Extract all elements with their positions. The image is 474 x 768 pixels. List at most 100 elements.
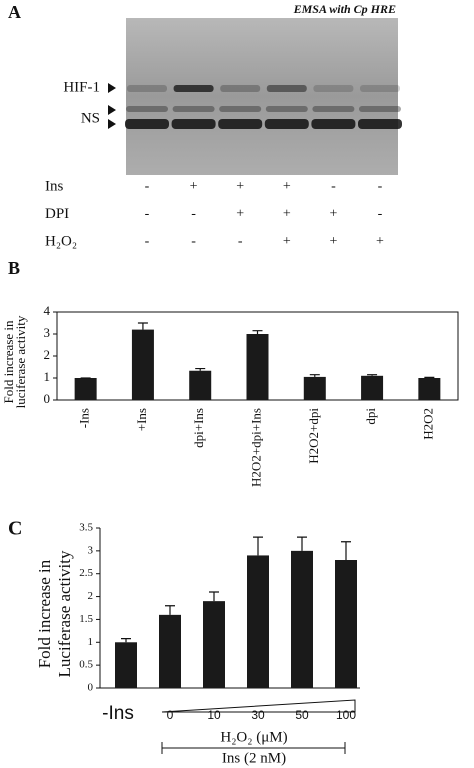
band bbox=[266, 85, 307, 92]
error-bar bbox=[309, 374, 320, 377]
sign: - bbox=[145, 179, 150, 194]
band bbox=[311, 119, 356, 129]
row-label: Ins bbox=[45, 178, 63, 194]
band bbox=[220, 85, 261, 92]
y-tick-label: 1 bbox=[44, 369, 51, 384]
bar bbox=[303, 376, 326, 400]
x-tick-label: dpi+Ins bbox=[191, 408, 206, 448]
sign: + bbox=[190, 179, 198, 194]
row-label: H₂O₂ bbox=[45, 233, 77, 249]
x-tick-label: 100 bbox=[336, 708, 356, 722]
sign: + bbox=[236, 207, 244, 222]
error-bar bbox=[137, 322, 148, 330]
band bbox=[173, 85, 214, 92]
panel-label: A bbox=[8, 2, 21, 22]
bar bbox=[246, 334, 269, 400]
concentration-wedge bbox=[161, 699, 356, 713]
bar bbox=[361, 375, 384, 400]
band bbox=[265, 106, 308, 112]
sign: + bbox=[329, 207, 337, 222]
y-tick-label: 2 bbox=[44, 347, 51, 362]
error-bar bbox=[297, 536, 307, 551]
band bbox=[312, 106, 355, 112]
bar bbox=[74, 378, 97, 400]
sign: - bbox=[145, 234, 150, 249]
y-tick-label: 4 bbox=[44, 303, 51, 318]
sign: + bbox=[236, 179, 244, 194]
error-bar bbox=[253, 536, 263, 556]
panel-label: C bbox=[8, 518, 22, 540]
sign: + bbox=[283, 234, 291, 249]
sign: + bbox=[283, 207, 291, 222]
x-axis-label: H₂O₂ (μM) bbox=[220, 729, 287, 745]
y-tick-label: 3.5 bbox=[79, 522, 93, 534]
row-label: DPI bbox=[45, 206, 69, 222]
band-label: NS bbox=[81, 110, 100, 126]
bar bbox=[159, 614, 181, 688]
band bbox=[359, 106, 401, 112]
y-tick-label: 3 bbox=[44, 325, 51, 340]
gel bbox=[126, 18, 398, 175]
bracket bbox=[161, 742, 346, 754]
x-tick-label: -Ins bbox=[102, 703, 134, 724]
error-bar bbox=[424, 376, 435, 378]
bar bbox=[291, 550, 313, 688]
bar bbox=[203, 601, 225, 688]
y-tick-label: 1.5 bbox=[79, 613, 93, 625]
y-axis-label: Fold increase in bbox=[1, 320, 16, 404]
y-tick-label: 2 bbox=[88, 590, 94, 602]
sign: - bbox=[191, 207, 196, 222]
gel-lanes bbox=[125, 85, 402, 129]
sign: - bbox=[331, 179, 336, 194]
band-label: HIF-1 bbox=[63, 79, 100, 95]
x-tick-label: +Ins bbox=[134, 408, 149, 431]
band-arrows bbox=[108, 83, 116, 129]
band bbox=[172, 106, 215, 112]
sign: + bbox=[283, 179, 291, 194]
y-tick-label: 0 bbox=[44, 391, 51, 406]
x-axis-label: Ins (2 nM) bbox=[222, 750, 286, 766]
bar bbox=[418, 378, 441, 400]
bar bbox=[189, 370, 212, 400]
x-tick-label: 30 bbox=[251, 708, 265, 722]
x-tick-label: 50 bbox=[295, 708, 309, 722]
error-bar bbox=[367, 374, 378, 376]
bar bbox=[247, 555, 269, 688]
error-bar bbox=[341, 541, 351, 560]
band bbox=[171, 119, 216, 129]
sign: - bbox=[378, 179, 383, 194]
error-bar bbox=[165, 605, 175, 615]
y-tick-label: 2.5 bbox=[79, 567, 93, 579]
sign: - bbox=[238, 234, 243, 249]
error-bar bbox=[209, 591, 219, 602]
band bbox=[127, 85, 167, 92]
bar bbox=[131, 329, 154, 400]
band bbox=[218, 119, 263, 129]
band bbox=[264, 119, 309, 129]
bar bbox=[335, 560, 357, 688]
y-tick-label: 1 bbox=[88, 636, 94, 648]
x-tick-label: H2O2+dpi+Ins bbox=[248, 408, 263, 487]
bar bbox=[115, 642, 137, 688]
band bbox=[125, 119, 169, 129]
x-tick-label: dpi bbox=[363, 408, 378, 425]
sign: - bbox=[145, 207, 150, 222]
sign: + bbox=[329, 234, 337, 249]
sign: + bbox=[376, 234, 384, 249]
gel-title: EMSA with Cp HRE bbox=[293, 2, 396, 16]
panel-label: B bbox=[8, 258, 20, 278]
band bbox=[219, 106, 262, 112]
band bbox=[358, 119, 402, 129]
x-tick-label: H2O2 bbox=[420, 408, 435, 440]
y-tick-label: 0.5 bbox=[79, 659, 93, 671]
treatment-table: Ins - + + + - - DPI - - + + + - H₂O₂ - - - + + + bbox=[45, 178, 384, 249]
sign: - bbox=[191, 234, 196, 249]
y-tick-label: 3 bbox=[88, 544, 94, 556]
y-axis-label: luciferase activity bbox=[13, 315, 28, 408]
y-tick-label: 0 bbox=[88, 682, 94, 694]
band bbox=[360, 85, 400, 92]
sign: - bbox=[378, 207, 383, 222]
y-axis-label: Fold increase in bbox=[35, 559, 54, 668]
x-tick-label: 0 bbox=[167, 708, 174, 722]
